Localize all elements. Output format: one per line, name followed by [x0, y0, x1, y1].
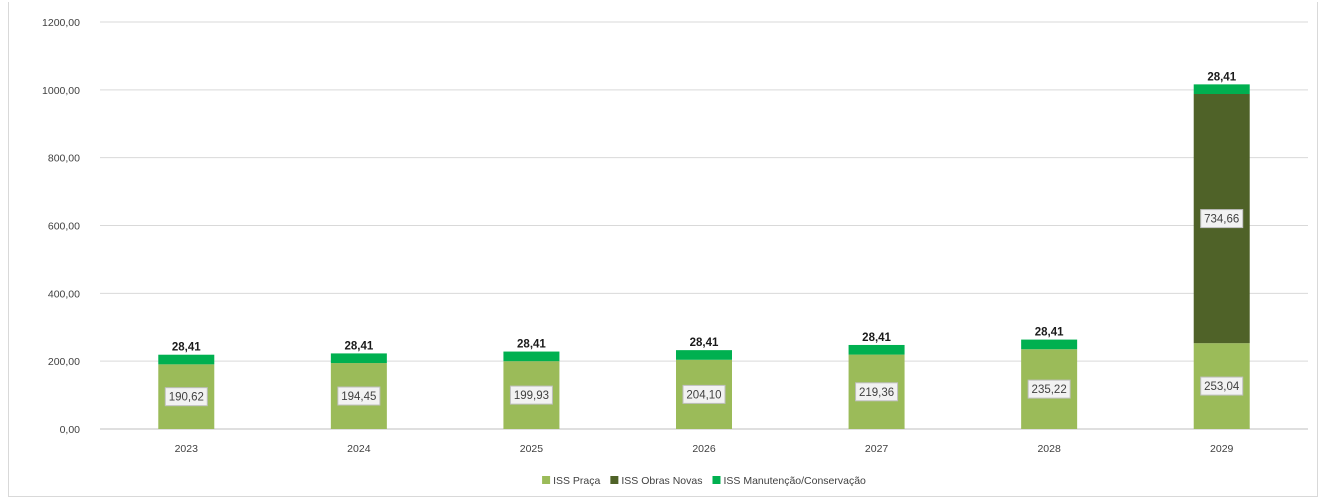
x-tick-label: 2024 — [347, 443, 371, 455]
data-label: 734,66 — [1204, 214, 1239, 226]
bar-segment — [158, 354, 215, 365]
data-label-box — [164, 387, 208, 407]
data-label: 235,22 — [1032, 384, 1067, 396]
bar-layer — [158, 84, 1250, 429]
bar-segment — [503, 351, 560, 362]
y-axis: 0,00 200,00 400,00 600,00 800,00 1000,00 1200,… — [42, 17, 80, 436]
y-tick-label: 1200,00 — [42, 17, 80, 29]
y-tick-label: 600,00 — [48, 221, 80, 233]
bar-segment — [330, 353, 387, 364]
data-labels: 190,62 28,41 194,45 28,41 199,93 28,41 204,10 2… — [164, 71, 1244, 407]
data-label-box — [682, 384, 726, 404]
data-label: 28,41 — [517, 339, 546, 351]
y-tick-label: 1000,00 — [42, 85, 80, 97]
x-tick-label: 2023 — [175, 443, 199, 455]
data-label: 28,41 — [1035, 327, 1064, 339]
legend-swatch — [712, 476, 721, 484]
x-tick-label: 2026 — [692, 443, 716, 455]
legend-label: ISS Obras Novas — [621, 475, 702, 487]
data-label-box — [1200, 209, 1244, 229]
legend-swatch — [610, 476, 619, 484]
data-label: 28,41 — [1207, 71, 1236, 83]
chart-frame — [8, 2, 1318, 497]
y-tick-label: 400,00 — [48, 288, 80, 300]
legend-label: ISS Praça — [553, 475, 600, 487]
data-label-box — [1027, 379, 1071, 399]
data-label: 194,45 — [341, 391, 376, 403]
x-axis: 2023 2024 2025 2026 2027 2028 2029 — [175, 443, 1234, 455]
data-label: 28,41 — [172, 342, 201, 354]
x-tick-label: 2025 — [520, 443, 544, 455]
data-label: 219,36 — [859, 387, 894, 399]
data-label-box — [855, 382, 899, 402]
data-label: 253,04 — [1204, 381, 1240, 393]
data-label: 28,41 — [344, 340, 373, 352]
bar-segment — [848, 344, 905, 355]
data-label: 199,93 — [514, 390, 549, 402]
bar-segment — [1193, 84, 1250, 95]
bar-segment — [1021, 339, 1078, 350]
data-label-box — [1200, 376, 1244, 396]
data-label: 28,41 — [690, 337, 719, 349]
y-tick-label: 800,00 — [48, 153, 80, 165]
data-label: 28,41 — [862, 332, 891, 344]
x-tick-label: 2028 — [1037, 443, 1061, 455]
bar-segment — [676, 350, 732, 360]
x-tick-label: 2029 — [1210, 443, 1234, 455]
data-label-box — [337, 386, 381, 406]
legend-swatch — [542, 476, 551, 484]
y-tick-label: 0,00 — [60, 424, 81, 436]
data-label: 204,10 — [686, 389, 721, 401]
data-label: 190,62 — [169, 392, 204, 404]
x-tick-label: 2027 — [865, 443, 889, 455]
legend-label: ISS Manutenção/Conservação — [723, 475, 866, 487]
y-tick-label: 200,00 — [48, 356, 80, 368]
legend: ISS Praça ISS Obras Novas ISS Manutenção/C… — [542, 475, 866, 487]
data-label-box — [509, 385, 553, 405]
